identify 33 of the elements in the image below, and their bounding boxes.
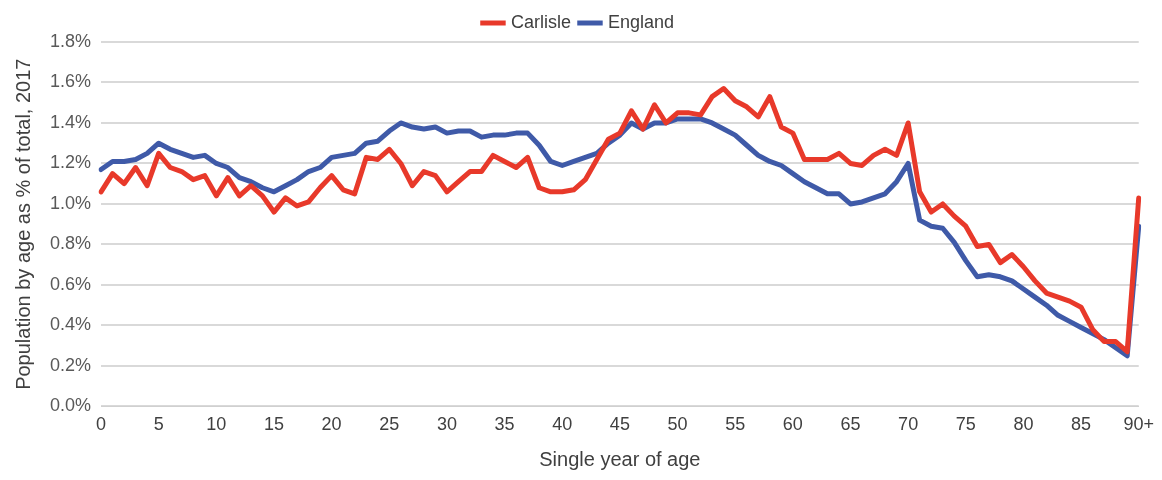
y-tick-label: 1.6% [50, 71, 92, 92]
x-tick-label: 30 [436, 414, 457, 435]
x-tick-label: 60 [782, 414, 803, 435]
y-tick-label: 1.8% [50, 30, 92, 51]
x-tick-label: 65 [840, 414, 861, 435]
x-tick-label: 50 [667, 414, 688, 435]
x-axis-title: Single year of age [539, 447, 701, 470]
x-tick-label: 15 [263, 414, 284, 435]
x-tick-label: 55 [725, 414, 746, 435]
y-tick-label: 0.8% [50, 233, 92, 254]
y-tick-label: 0.4% [50, 314, 92, 335]
x-tick-label: 45 [609, 414, 630, 435]
y-tick-label: 1.2% [50, 152, 92, 173]
y-tick-label: 1.0% [50, 192, 92, 213]
x-tick-label: 90+ [1123, 414, 1155, 435]
x-tick-label: 85 [1071, 414, 1092, 435]
y-tick-label: 1.4% [50, 111, 92, 132]
x-tick-label: 25 [379, 414, 400, 435]
x-tick-label: 0 [96, 414, 107, 435]
legend-label: England [607, 11, 675, 32]
y-tick-label: 0.0% [50, 395, 92, 416]
x-tick-label: 80 [1013, 414, 1034, 435]
legend-label: Carlisle [510, 11, 571, 32]
x-tick-label: 5 [153, 414, 164, 435]
x-tick-label: 70 [898, 414, 919, 435]
y-tick-label: 0.6% [50, 273, 92, 294]
x-tick-label: 75 [955, 414, 976, 435]
y-axis-title: Population by age as % of total, 2017 [11, 58, 34, 390]
x-tick-label: 35 [494, 414, 515, 435]
x-tick-label: 20 [321, 414, 342, 435]
y-tick-label: 0.2% [50, 354, 92, 375]
x-tick-label: 40 [552, 414, 573, 435]
x-tick-label: 10 [206, 414, 227, 435]
